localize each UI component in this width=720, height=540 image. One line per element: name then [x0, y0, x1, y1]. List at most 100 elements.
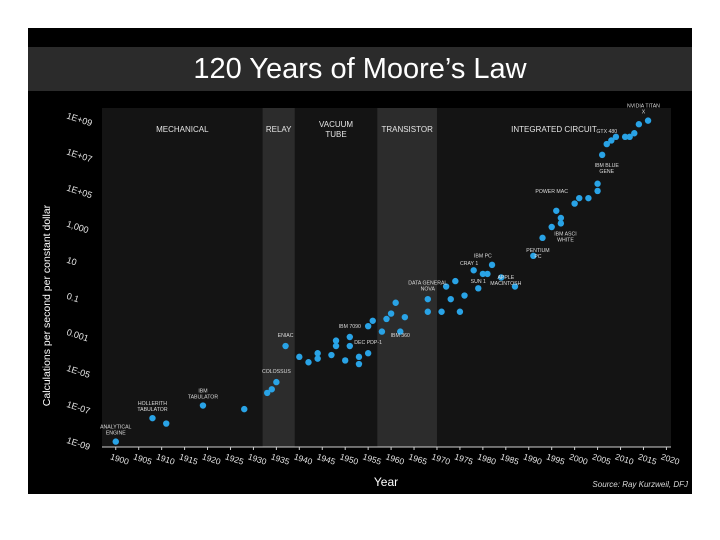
title-bar: 120 Years of Moore’s Law [28, 47, 692, 91]
data-point-15 [332, 337, 340, 344]
annotation-15: POWER MAC [535, 189, 568, 195]
x-tick-label-2010: 2010 [614, 451, 635, 466]
data-point-34 [447, 295, 454, 303]
y-tick-label--1: 0.1 [65, 291, 80, 304]
data-point-19 [355, 353, 363, 361]
data-point-38 [470, 267, 477, 274]
annotation-3: COLOSSUS [262, 369, 291, 375]
data-point-46 [539, 234, 546, 242]
annotation-14-line2: WHITE [557, 238, 574, 244]
chart-title: 120 Years of Moore’s Law [193, 53, 527, 85]
data-point-11 [314, 350, 321, 357]
era-label-2-line2: TUBE [325, 130, 346, 139]
data-point-10 [305, 359, 312, 366]
y-tick-label--9: 1E-09 [65, 435, 91, 452]
data-point-37 [461, 292, 468, 299]
annotation-18-line2: X [642, 110, 646, 116]
x-tick-label-1925: 1925 [224, 451, 245, 466]
annotation-6: DEC PDP-1 [354, 340, 382, 346]
data-point-43 [498, 274, 505, 281]
data-point-32 [438, 308, 445, 315]
data-point-31 [424, 295, 431, 303]
x-tick-label-2015: 2015 [637, 451, 658, 466]
annotation-5: IBM 7090 [339, 324, 361, 330]
x-tick-label-1910: 1910 [155, 451, 176, 466]
era-band-3 [377, 108, 437, 447]
annotation-13-line2: PC [534, 254, 541, 260]
data-point-47 [548, 223, 555, 231]
annotation-2-line2: TABULATOR [188, 395, 219, 401]
data-point-49 [557, 214, 565, 222]
x-tick-label-1955: 1955 [362, 451, 383, 466]
data-point-59 [612, 133, 620, 141]
data-point-51 [571, 200, 578, 207]
data-point-3 [199, 402, 207, 409]
era-label-3: TRANSISTOR [381, 125, 433, 134]
annotation-7: IBM 360 [391, 333, 410, 339]
era-label-0: MECHANICAL [156, 125, 209, 134]
data-point-33 [442, 283, 450, 290]
data-point-40 [479, 270, 487, 278]
x-tick-label-1990: 1990 [522, 451, 543, 466]
y-tick-label--3: 0.001 [65, 327, 90, 343]
x-tick-label-1960: 1960 [384, 451, 405, 466]
data-point-5 [263, 389, 271, 397]
data-point-1 [149, 414, 156, 422]
data-point-41 [484, 270, 491, 278]
annotation-12-line2: MACINTOSH [490, 281, 521, 287]
x-tick-label-1980: 1980 [476, 451, 497, 466]
data-point-28 [397, 328, 404, 335]
x-axis-title: Year [374, 475, 398, 489]
data-point-30 [424, 308, 431, 315]
data-point-61 [626, 133, 633, 141]
data-point-56 [598, 151, 606, 159]
data-point-8 [282, 342, 289, 350]
y-tick-label-3: 1,000 [65, 219, 90, 235]
data-point-45 [530, 252, 537, 260]
data-point-29 [401, 313, 409, 321]
data-point-16 [342, 357, 349, 364]
data-point-57 [603, 140, 610, 148]
era-label-4: INTEGRATED CIRCUIT [511, 125, 597, 134]
data-point-20 [355, 360, 363, 368]
data-point-48 [553, 207, 560, 214]
x-tick-label-1935: 1935 [270, 451, 291, 466]
data-point-21 [364, 350, 372, 357]
annotation-8-line2: NOVA [421, 286, 436, 292]
y-tick-label-7: 1E+07 [65, 147, 93, 165]
data-point-64 [644, 117, 652, 124]
annotation-9: CRAY 1 [460, 261, 478, 267]
annotation-17: GTX 480 [596, 129, 617, 135]
data-point-39 [475, 285, 482, 292]
source-note: Source: Ray Kurzweil, DFJ [592, 480, 689, 489]
x-tick-label-1945: 1945 [316, 451, 337, 466]
data-point-18 [346, 333, 353, 341]
y-tick-label--5: 1E-05 [65, 363, 91, 380]
x-tick-label-1930: 1930 [247, 451, 268, 466]
data-point-54 [594, 187, 601, 195]
annotation-0: ANALYTICAL [100, 425, 131, 431]
x-tick-label-1965: 1965 [407, 451, 428, 466]
data-point-14 [332, 342, 340, 350]
data-point-60 [621, 133, 629, 141]
annotation-16: IBM BLUE [595, 163, 620, 169]
x-tick-label-1985: 1985 [499, 451, 520, 466]
annotation-0-line2: ENGINE [106, 431, 126, 437]
data-point-50 [557, 220, 565, 227]
x-tick-label-1975: 1975 [453, 451, 474, 466]
y-tick-label-9: 1E+09 [65, 111, 93, 129]
data-point-26 [387, 310, 395, 317]
x-tick-label-1970: 1970 [430, 451, 451, 466]
x-tick-label-2020: 2020 [660, 451, 681, 466]
data-point-25 [383, 315, 390, 323]
annotation-4: ENIAC [278, 333, 294, 339]
data-point-2 [163, 420, 170, 427]
annotation-11: SUN 1 [471, 279, 486, 285]
annotation-18: NVIDIA TITAN [627, 104, 660, 110]
data-point-23 [369, 317, 376, 324]
data-point-17 [346, 342, 353, 350]
x-tick-label-2005: 2005 [591, 451, 612, 466]
y-tick-label-5: 1E+05 [65, 183, 93, 201]
x-tick-label-1950: 1950 [339, 451, 360, 466]
